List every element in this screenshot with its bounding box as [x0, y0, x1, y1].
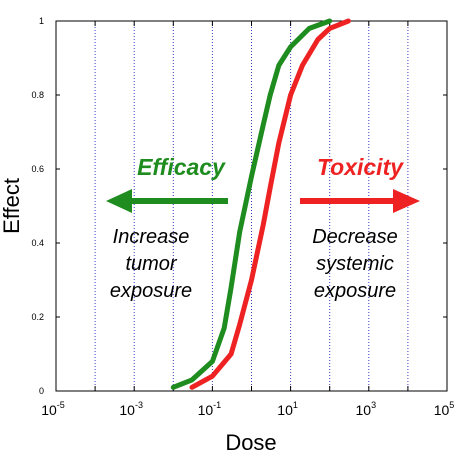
- y-tick-label: 0: [39, 386, 44, 396]
- x-tick-label: 101: [277, 400, 298, 418]
- x-axis-ticks: 10-5 10-3 10-1 101 103 105: [41, 21, 454, 418]
- y-tick-label: 0.4: [31, 238, 44, 248]
- toxicity-line-2: systemic: [316, 253, 394, 275]
- toxicity-line-3: exposure: [314, 280, 396, 302]
- toxicity-arrow-head: [393, 189, 420, 213]
- x-tick-label: 103: [356, 400, 377, 418]
- y-axis-ticks: 0 0.2 0.4 0.6 0.8 1: [31, 16, 447, 396]
- x-tick-label: 10-5: [41, 400, 65, 418]
- y-tick-label: 0.6: [31, 164, 44, 174]
- x-tick-label: 10-3: [119, 400, 143, 418]
- efficacy-line-1: Increase: [113, 226, 190, 248]
- toxicity-title: Toxicity: [317, 154, 404, 180]
- efficacy-title: Efficacy: [137, 154, 226, 180]
- series-line-2: [189, 18, 351, 390]
- efficacy-arrow-head: [106, 189, 132, 213]
- efficacy-line-2: tumor: [125, 253, 177, 275]
- plot-frame: [55, 20, 448, 392]
- y-tick-label: 0.2: [31, 312, 44, 322]
- y-axis-label: Effect: [0, 178, 24, 234]
- efficacy-line-3: exposure: [110, 280, 192, 302]
- x-axis-label: Dose: [225, 430, 276, 455]
- y-tick-label: 1: [39, 16, 44, 26]
- series-line-1: [170, 18, 333, 390]
- x-tick-label: 10-1: [198, 400, 222, 418]
- toxicity-line-1: Decrease: [312, 226, 398, 248]
- x-tick-label: 105: [434, 400, 455, 418]
- vertical-gridlines: [94, 21, 409, 391]
- y-tick-label: 0.8: [31, 90, 44, 100]
- series-curves: [170, 18, 351, 390]
